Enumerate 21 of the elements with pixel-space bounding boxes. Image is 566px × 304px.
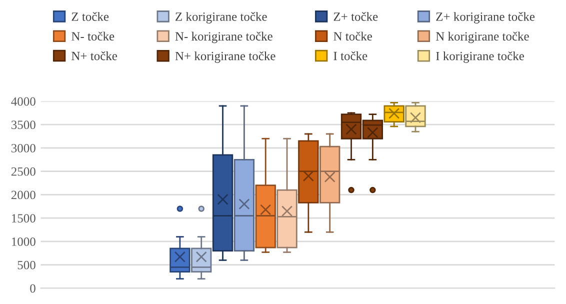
legend-label: I točke [334,51,368,60]
y-tick-label: 3500 [11,120,36,130]
y-tick-label: 2500 [11,167,36,176]
y-tick-label: 1500 [12,214,36,223]
legend-label: Z korigirane točke [176,12,267,24]
legend-label: N korigirane točke [436,32,529,44]
legend-label: Z točke [72,12,109,21]
legend-label: Z+ točke [334,12,378,21]
y-tick-label: 500 [18,260,36,270]
y-tick-label: 3000 [11,144,36,152]
legend-label: N- točke [72,32,114,41]
y-tick-label: 2000 [11,190,36,200]
y-tick-label: 1000 [12,237,36,246]
legend-label: Z+ korigirane točke [436,12,535,24]
legend-label: N- korigirane točke [175,32,272,44]
legend-label: N+ točke [72,51,118,60]
legend-label: N točke [334,32,372,41]
legend-label: N+ korigirane točke [175,51,276,63]
legend-label: I korigirane točke [436,51,524,63]
y-tick-label: 0 [30,284,36,293]
y-tick-label: 4000 [11,97,36,106]
